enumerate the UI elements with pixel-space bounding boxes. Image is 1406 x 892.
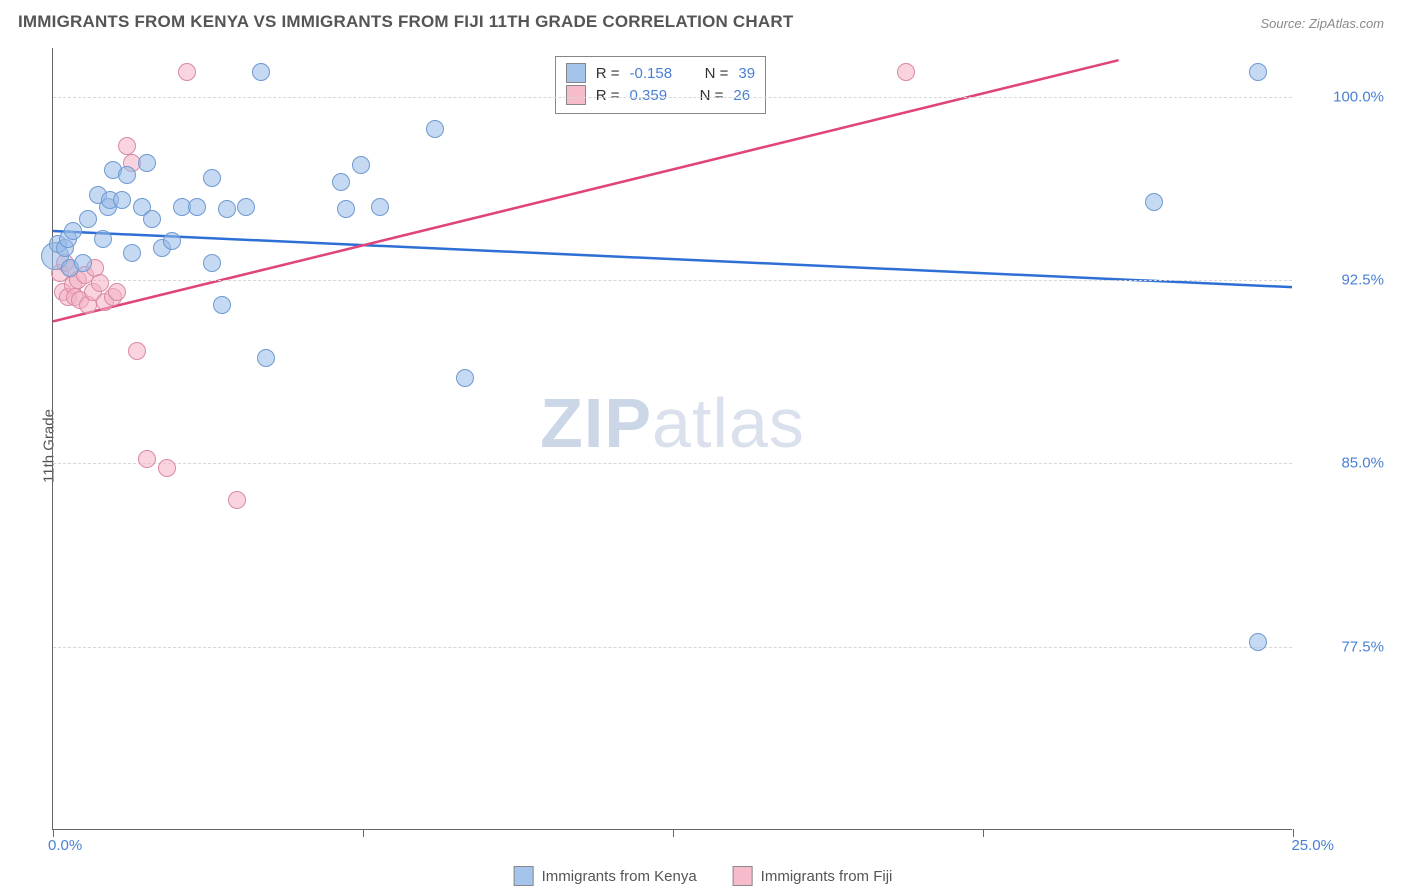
y-tick-label: 85.0% <box>1341 455 1384 472</box>
data-point-kenya <box>337 200 355 218</box>
data-point-kenya <box>456 369 474 387</box>
data-point-kenya <box>426 120 444 138</box>
data-point-kenya <box>64 222 82 240</box>
data-point-fiji <box>158 459 176 477</box>
stat-row-fiji: R = 0.359 N = 26 <box>566 85 755 105</box>
data-point-fiji <box>228 491 246 509</box>
data-point-kenya <box>218 200 236 218</box>
data-point-kenya <box>113 191 131 209</box>
data-point-kenya <box>203 254 221 272</box>
gridline <box>53 280 1292 281</box>
data-point-kenya <box>188 198 206 216</box>
data-point-kenya <box>252 63 270 81</box>
source-label: Source: ZipAtlas.com <box>1260 16 1384 31</box>
data-point-kenya <box>1249 63 1267 81</box>
data-point-kenya <box>1249 633 1267 651</box>
data-point-kenya <box>163 232 181 250</box>
y-tick-label: 77.5% <box>1341 638 1384 655</box>
data-point-kenya <box>143 210 161 228</box>
gridline <box>53 463 1292 464</box>
data-point-kenya <box>123 244 141 262</box>
stats-box: R = -0.158 N = 39R = 0.359 N = 26 <box>555 56 766 114</box>
data-point-kenya <box>332 173 350 191</box>
data-point-kenya <box>352 156 370 174</box>
legend: Immigrants from Kenya Immigrants from Fi… <box>514 866 893 886</box>
data-point-fiji <box>108 283 126 301</box>
data-point-kenya <box>138 154 156 172</box>
x-tick-label-min: 0.0% <box>48 837 82 854</box>
gridline <box>53 647 1292 648</box>
x-tick-label-max: 25.0% <box>1291 837 1334 854</box>
data-point-kenya <box>118 166 136 184</box>
data-point-fiji <box>897 63 915 81</box>
data-point-kenya <box>203 169 221 187</box>
x-tick <box>1293 829 1294 837</box>
watermark: ZIPatlas <box>540 383 805 463</box>
gridline <box>53 97 1292 98</box>
data-point-fiji <box>178 63 196 81</box>
data-point-kenya <box>257 349 275 367</box>
legend-label-fiji: Immigrants from Fiji <box>761 868 893 885</box>
swatch-icon <box>566 63 586 83</box>
x-tick <box>673 829 674 837</box>
stat-row-kenya: R = -0.158 N = 39 <box>566 63 755 83</box>
y-tick-label: 100.0% <box>1333 88 1384 105</box>
data-point-kenya <box>79 210 97 228</box>
data-point-kenya <box>74 254 92 272</box>
trend-line-kenya <box>53 231 1292 287</box>
trend-lines <box>53 48 1292 829</box>
y-tick-label: 92.5% <box>1341 272 1384 289</box>
data-point-kenya <box>371 198 389 216</box>
chart-title: IMMIGRANTS FROM KENYA VS IMMIGRANTS FROM… <box>18 12 793 32</box>
data-point-kenya <box>94 230 112 248</box>
x-tick <box>983 829 984 837</box>
legend-item-fiji: Immigrants from Fiji <box>733 866 893 886</box>
plot-area: ZIPatlas R = -0.158 N = 39R = 0.359 N = … <box>52 48 1292 830</box>
swatch-pink-icon <box>733 866 753 886</box>
data-point-kenya <box>213 296 231 314</box>
x-tick <box>363 829 364 837</box>
legend-item-kenya: Immigrants from Kenya <box>514 866 697 886</box>
swatch-icon <box>566 85 586 105</box>
data-point-fiji <box>128 342 146 360</box>
data-point-kenya <box>237 198 255 216</box>
swatch-blue-icon <box>514 866 534 886</box>
data-point-kenya <box>1145 193 1163 211</box>
x-tick <box>53 829 54 837</box>
data-point-fiji <box>118 137 136 155</box>
data-point-fiji <box>138 450 156 468</box>
legend-label-kenya: Immigrants from Kenya <box>542 868 697 885</box>
